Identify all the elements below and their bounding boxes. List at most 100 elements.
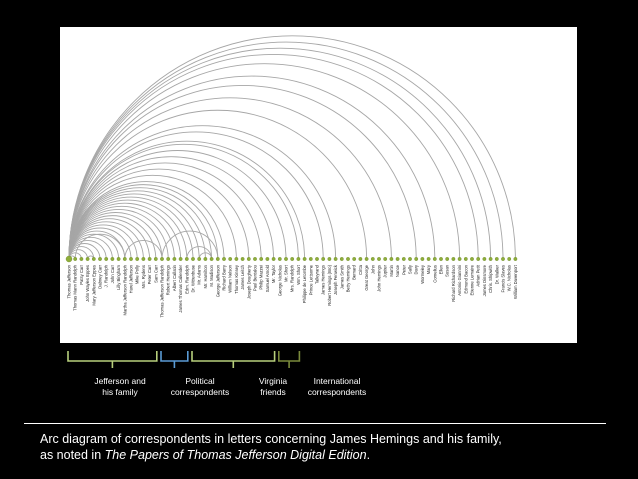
caption-line-1: Arc diagram of correspondents in letters… — [40, 432, 502, 446]
node-label-58: Mary — [426, 264, 431, 274]
node-label-2: Patsy Carr — [79, 264, 84, 284]
node-label-51: Jupiter — [383, 264, 388, 277]
arc-43 — [74, 233, 126, 260]
node-label-49: John — [370, 264, 375, 274]
node-label-32: Samuel Arnold — [265, 264, 270, 292]
node-label-33: Mr. Taylor — [271, 264, 276, 283]
node-label-65: Etienne Lemaire — [470, 264, 475, 295]
node-label-29: Joseph Dougherty — [246, 264, 251, 299]
arc-47 — [186, 246, 213, 260]
arc-16 — [68, 205, 175, 260]
node-label-64: Edmund Bacon — [463, 264, 468, 293]
node-label-22: Mr. Hamilton — [203, 264, 208, 288]
node-label-10: Hurel Jefferson — [129, 264, 134, 293]
node-6 — [104, 257, 109, 261]
node-38 — [302, 257, 307, 261]
node-24 — [215, 257, 220, 261]
node-label-38: Philippe de Letombe — [302, 264, 307, 303]
node-54 — [401, 257, 406, 261]
node-label-1: Thomas Mann Randolph — [73, 264, 78, 311]
arc-42 — [68, 35, 516, 260]
arc-22 — [68, 187, 213, 260]
arc-25 — [68, 174, 237, 260]
arc-20 — [68, 193, 200, 260]
node-label-30: Paul Bentalou — [253, 264, 258, 291]
node-label-8: Lilly Bingham — [116, 264, 121, 289]
node-label-52: Martin — [389, 264, 394, 276]
node-label-5: Dabney Carr — [98, 264, 103, 288]
arc-29 — [68, 150, 287, 260]
figure-caption: Arc diagram of correspondents in letters… — [40, 431, 630, 463]
arc-28 — [68, 156, 275, 260]
arc-27 — [68, 162, 262, 260]
node-57 — [420, 257, 425, 261]
node-60 — [439, 257, 443, 261]
node-58 — [426, 257, 431, 261]
arc-21 — [68, 190, 206, 260]
arc-13 — [68, 215, 157, 260]
node-label-21: Mr. Adams — [197, 265, 202, 285]
node-27 — [234, 257, 239, 261]
node-35 — [284, 257, 288, 261]
node-21 — [197, 257, 202, 261]
node-label-28: James Leitch — [240, 264, 245, 289]
node-label-19: Edm. Randolph — [184, 264, 189, 294]
arc-18 — [68, 199, 188, 260]
node-label-12: Mrs. Rydens — [141, 265, 146, 289]
node-label-36: Mrs. Randolph — [290, 264, 295, 292]
node-label-63: Antonio Giannini — [457, 265, 462, 296]
node-label-56: Davy — [414, 264, 419, 274]
node-label-66: Adrian Petit — [476, 264, 481, 286]
node-68 — [488, 257, 493, 261]
node-label-47: Critta — [358, 264, 363, 275]
bracket-virginia — [191, 351, 276, 368]
node-72 — [513, 257, 518, 261]
arc-34 — [68, 109, 368, 260]
arc-48 — [198, 252, 213, 260]
node-22 — [203, 257, 208, 261]
node-label-57: Wormeley — [420, 264, 425, 284]
arc-39 — [68, 53, 479, 260]
node-71 — [507, 257, 512, 261]
node-40 — [315, 257, 319, 261]
node-28 — [240, 257, 245, 261]
caption-divider — [24, 423, 606, 424]
node-label-25: Richard Barry — [222, 264, 227, 291]
caption-prefix: as noted in — [40, 448, 105, 462]
node-label-9: Martha Jefferson Randolph — [122, 264, 127, 315]
group-label-international: International correspondents — [307, 376, 367, 397]
node-label-15: Thomas Jefferson Randolph — [160, 264, 165, 317]
caption-title: The Papers of Thomas Jefferson Digital E… — [104, 448, 367, 462]
node-46 — [352, 257, 357, 261]
node-32 — [265, 257, 270, 261]
node-label-62: Richard Richardson — [451, 264, 456, 301]
arc-15 — [68, 209, 169, 260]
arc-33 — [68, 125, 337, 260]
node-37 — [296, 257, 301, 261]
node-29 — [246, 257, 251, 261]
node-17 — [172, 257, 177, 261]
node-51 — [383, 257, 388, 261]
arc-46 — [161, 230, 219, 260]
arc-17 — [68, 202, 182, 260]
node-label-41: James Hemings — [321, 265, 326, 295]
node-12 — [141, 257, 146, 261]
node-41 — [321, 257, 326, 261]
node-11 — [135, 257, 140, 261]
node-label-34: George Nicholas — [277, 265, 282, 296]
caption-suffix: . — [366, 448, 371, 462]
node-39 — [308, 257, 313, 261]
node-label-53: Nance — [395, 264, 400, 277]
node-9 — [122, 257, 127, 261]
arc-35 — [68, 97, 392, 260]
arc-32 — [68, 131, 324, 260]
node-44 — [339, 257, 344, 261]
node-56 — [414, 257, 419, 261]
node-label-13: Peter Carr — [147, 264, 152, 284]
node-14 — [153, 257, 158, 261]
node-18 — [178, 257, 183, 261]
node-23 — [209, 257, 214, 261]
node-64 — [463, 257, 468, 261]
node-1 — [73, 257, 78, 261]
node-label-68: Chris. Shipwith — [488, 264, 493, 293]
